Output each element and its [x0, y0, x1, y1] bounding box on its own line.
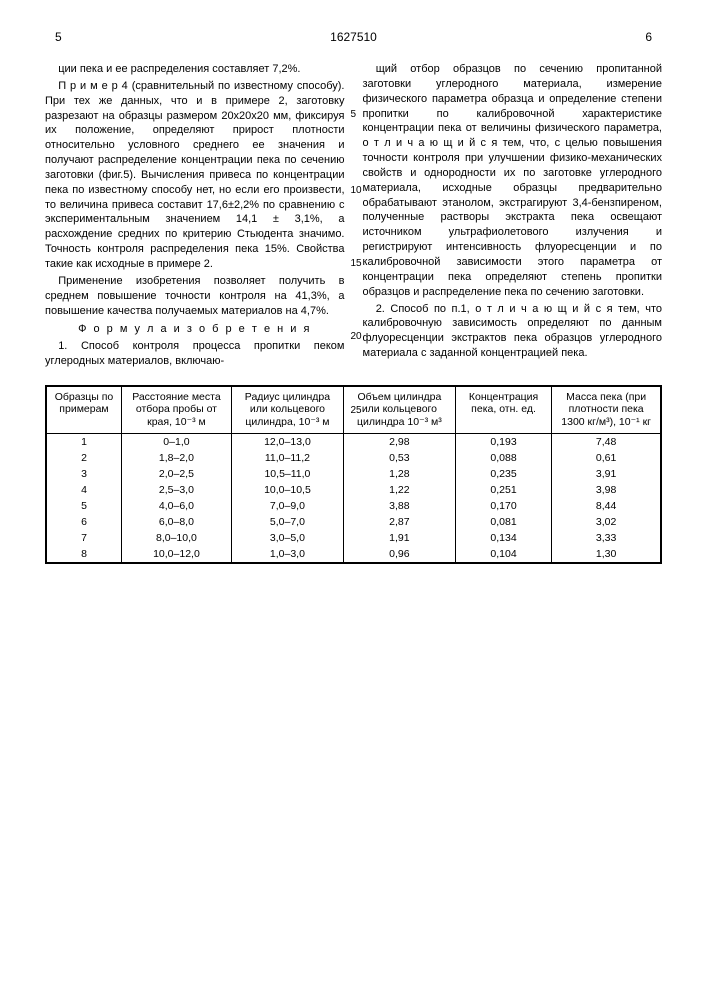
- cell: 2,98: [343, 433, 455, 450]
- cell: 1,91: [343, 530, 455, 546]
- cell: 2,0–2,5: [121, 466, 231, 482]
- table-row: 78,0–10,03,0–5,01,910,1343,33: [46, 530, 661, 546]
- right-p1: щий отбор образцов по сечению пропитанно…: [363, 62, 663, 300]
- cell: 12,0–13,0: [231, 433, 343, 450]
- cell: 1,8–2,0: [121, 450, 231, 466]
- cell: 3,88: [343, 498, 455, 514]
- line-num: 15: [351, 257, 362, 271]
- col-header: Концентрация пека, отн. ед.: [455, 386, 551, 433]
- cell: 10,5–11,0: [231, 466, 343, 482]
- cell: 0–1,0: [121, 433, 231, 450]
- table-row: 10–1,012,0–13,02,980,1937,48: [46, 433, 661, 450]
- table-row: 21,8–2,011,0–11,20,530,0880,61: [46, 450, 661, 466]
- cell: 6,0–8,0: [121, 514, 231, 530]
- cell: 0,081: [455, 514, 551, 530]
- left-p4: 1. Способ контроля процесса пропитки пек…: [45, 339, 345, 369]
- col-header: Радиус цилиндра или кольцевого цилиндра,…: [231, 386, 343, 433]
- cell: 1,0–3,0: [231, 546, 343, 563]
- cell: 0,235: [455, 466, 551, 482]
- cell: 1,30: [552, 546, 661, 563]
- cell: 0,170: [455, 498, 551, 514]
- cell: 0,251: [455, 482, 551, 498]
- body-columns: ции пека и ее распределения составляет 7…: [45, 62, 662, 371]
- cell: 8,0–10,0: [121, 530, 231, 546]
- cell: 1,22: [343, 482, 455, 498]
- cell: 8,44: [552, 498, 661, 514]
- cell: 1,28: [343, 466, 455, 482]
- col-header: Образцы по примерам: [46, 386, 121, 433]
- cell: 10,0–10,5: [231, 482, 343, 498]
- table-row: 42,5–3,010,0–10,51,220,2513,98: [46, 482, 661, 498]
- cell: 0,193: [455, 433, 551, 450]
- cell: 8: [46, 546, 121, 563]
- cell: 2,87: [343, 514, 455, 530]
- cell: 7,48: [552, 433, 661, 450]
- table-row: 810,0–12,01,0–3,00,960,1041,30: [46, 546, 661, 563]
- document-number: 1627510: [62, 30, 646, 44]
- table-row: 32,0–2,510,5–11,01,280,2353,91: [46, 466, 661, 482]
- cell: 3,98: [552, 482, 661, 498]
- cell: 3,0–5,0: [231, 530, 343, 546]
- table-row: 66,0–8,05,0–7,02,870,0813,02: [46, 514, 661, 530]
- cell: 11,0–11,2: [231, 450, 343, 466]
- cell: 3,91: [552, 466, 661, 482]
- col-header: Масса пека (при плотности пека 1300 кг/м…: [552, 386, 661, 433]
- cell: 0,088: [455, 450, 551, 466]
- cell: 0,96: [343, 546, 455, 563]
- line-num: 10: [351, 184, 362, 198]
- cell: 2,5–3,0: [121, 482, 231, 498]
- cell: 5: [46, 498, 121, 514]
- cell: 0,53: [343, 450, 455, 466]
- left-p3: Применение изобретения позволяет получит…: [45, 274, 345, 319]
- cell: 3,33: [552, 530, 661, 546]
- right-p2: 2. Способ по п.1, о т л и ч а ю щ и й с …: [363, 302, 663, 361]
- page-num-right: 6: [645, 30, 652, 44]
- cell: 6: [46, 514, 121, 530]
- left-p2: П р и м е р 4 (сравнительный по известно…: [45, 79, 345, 272]
- table-body: 10–1,012,0–13,02,980,1937,48 21,8–2,011,…: [46, 433, 661, 563]
- cell: 7: [46, 530, 121, 546]
- cell: 0,61: [552, 450, 661, 466]
- cell: 0,104: [455, 546, 551, 563]
- cell: 4,0–6,0: [121, 498, 231, 514]
- cell: 3,02: [552, 514, 661, 530]
- cell: 2: [46, 450, 121, 466]
- table-row: 54,0–6,07,0–9,03,880,1708,44: [46, 498, 661, 514]
- left-p1: ции пека и ее распределения составляет 7…: [45, 62, 345, 77]
- cell: 5,0–7,0: [231, 514, 343, 530]
- line-num: 5: [351, 108, 357, 122]
- right-column: щий отбор образцов по сечению пропитанно…: [363, 62, 663, 371]
- cell: 7,0–9,0: [231, 498, 343, 514]
- cell: 0,134: [455, 530, 551, 546]
- col-header: Расстояние места отбора пробы от края, 1…: [121, 386, 231, 433]
- cell: 10,0–12,0: [121, 546, 231, 563]
- page-num-left: 5: [55, 30, 62, 44]
- page-header: 5 1627510 6: [45, 30, 662, 44]
- left-column: ции пека и ее распределения составляет 7…: [45, 62, 345, 371]
- cell: 4: [46, 482, 121, 498]
- cell: 1: [46, 433, 121, 450]
- line-num: 20: [351, 330, 362, 344]
- line-num: 25: [351, 404, 362, 418]
- cell: 3: [46, 466, 121, 482]
- formula-title: Ф о р м у л а и з о б р е т е н и я: [45, 322, 345, 337]
